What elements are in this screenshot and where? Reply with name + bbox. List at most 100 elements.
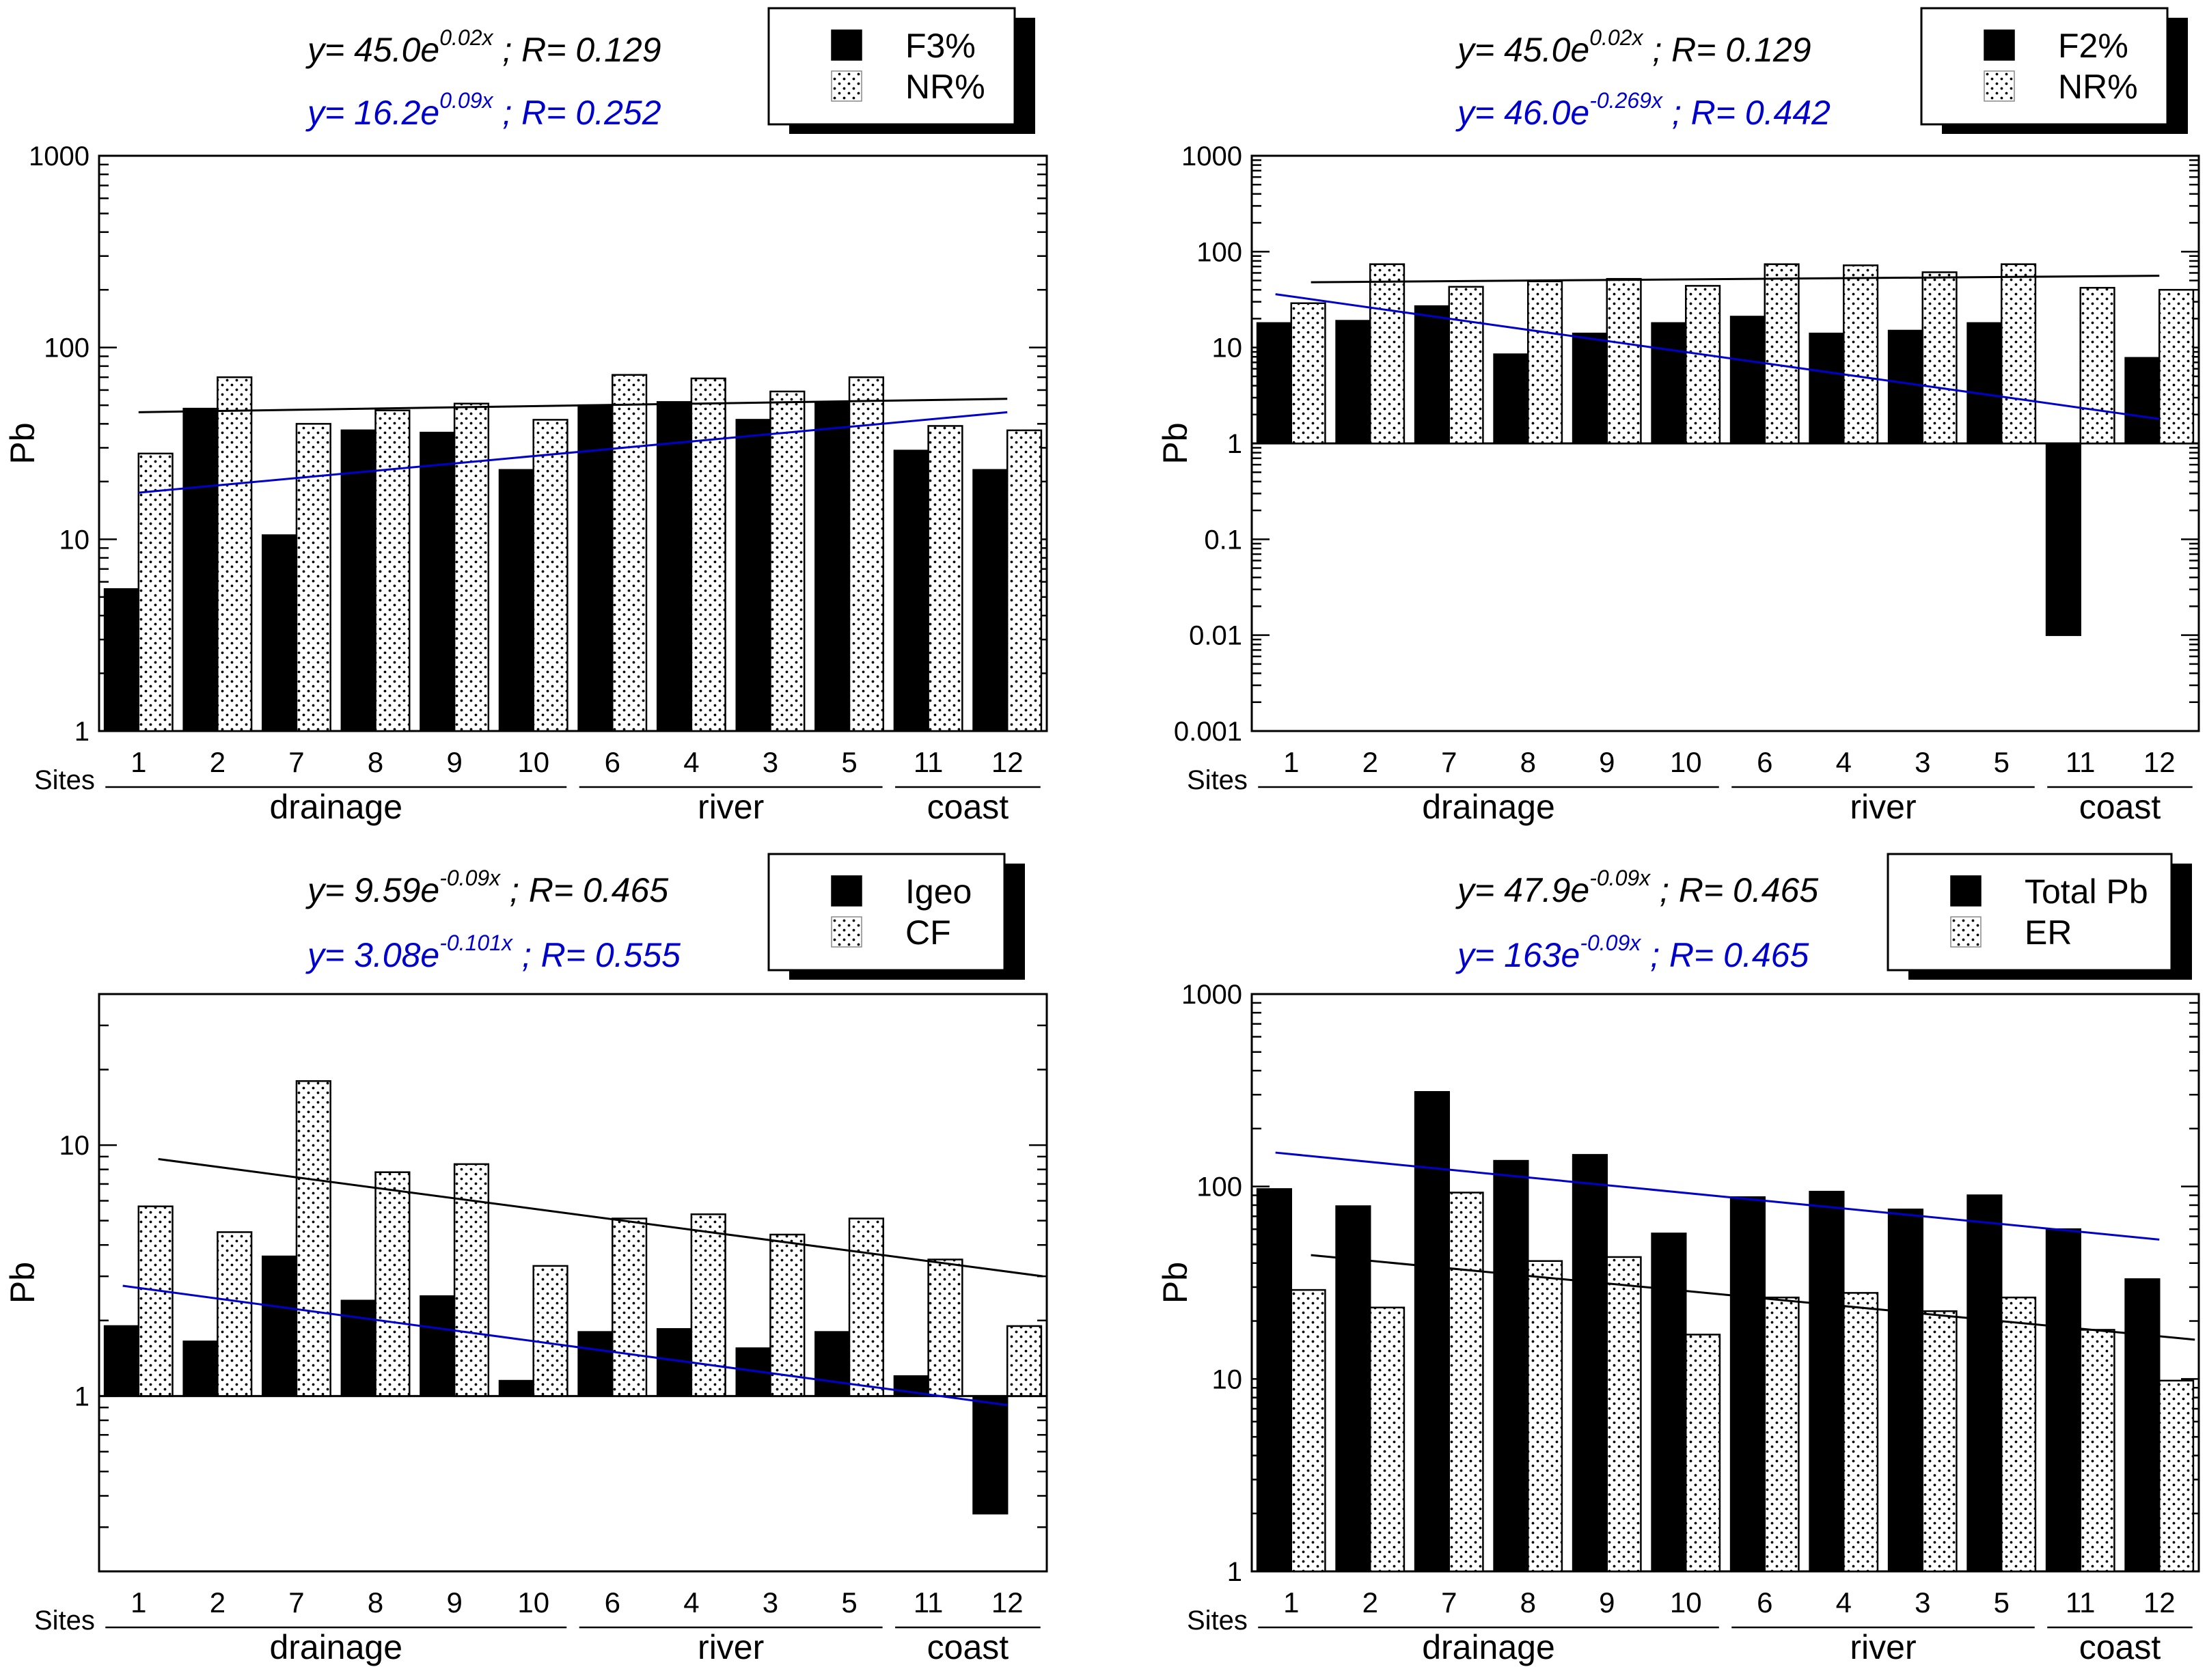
x-axis-prefix-label: Sites bbox=[1187, 1606, 1248, 1636]
bar-total-pb-5 bbox=[1966, 1194, 2003, 1573]
bar-nr--3 bbox=[1921, 271, 1958, 445]
equation-1: y= 47.9e-0.09x ; R= 0.465 bbox=[1455, 866, 1818, 909]
group-label-drainage: drainage bbox=[1422, 788, 1555, 826]
legend-label-1: Igeo bbox=[905, 872, 972, 911]
x-tick-label: 1 bbox=[131, 1586, 146, 1619]
y-tick-label: 10 bbox=[1212, 1364, 1243, 1394]
equation-1: y= 45.0e0.02x ; R= 0.129 bbox=[1455, 25, 1811, 69]
x-tick-label: 7 bbox=[1441, 1586, 1457, 1619]
bar-nr--9 bbox=[1606, 277, 1642, 445]
x-axis-prefix-label: Sites bbox=[34, 1606, 95, 1636]
group-label-river: river bbox=[1850, 788, 1916, 826]
equation-2: y= 3.08e-0.101x ; R= 0.555 bbox=[305, 931, 681, 974]
equation-2: y= 16.2e0.09x ; R= 0.252 bbox=[305, 88, 661, 132]
trendline-blue bbox=[1275, 293, 2160, 420]
x-tick-label: 7 bbox=[288, 1586, 304, 1619]
bar-cf-2 bbox=[217, 1231, 253, 1397]
bar-er-7 bbox=[1448, 1192, 1484, 1573]
x-tick-label: 11 bbox=[2066, 1586, 2096, 1619]
y-tick-label: 1000 bbox=[29, 141, 90, 171]
bar-cf-11 bbox=[927, 1258, 963, 1397]
bar-cf-5 bbox=[848, 1217, 884, 1397]
x-tick-label: 9 bbox=[1599, 746, 1615, 778]
trendline-black bbox=[138, 398, 1008, 413]
bar-f2--12 bbox=[2124, 357, 2161, 445]
trendline-blue bbox=[1275, 1151, 2160, 1241]
bar-er-3 bbox=[1921, 1310, 1958, 1573]
x-tick-label: 8 bbox=[368, 746, 383, 778]
bar-nr--4 bbox=[1843, 264, 1879, 445]
bar-nr--11 bbox=[927, 425, 963, 732]
x-tick-label: 11 bbox=[914, 1586, 944, 1619]
group-label-coast: coast bbox=[927, 788, 1009, 826]
group-label-river: river bbox=[698, 788, 764, 826]
legend: F2%NR% bbox=[1920, 7, 2188, 134]
bar-cf-7 bbox=[295, 1080, 331, 1397]
bar-f2--7 bbox=[1414, 305, 1450, 445]
bar-total-pb-7 bbox=[1414, 1091, 1450, 1573]
bar-cf-1 bbox=[137, 1205, 174, 1397]
x-tick-label: 5 bbox=[841, 1586, 857, 1619]
equation-1: y= 45.0e0.02x ; R= 0.129 bbox=[305, 25, 661, 69]
equation-2: y= 163e-0.09x ; R= 0.465 bbox=[1455, 931, 1809, 974]
x-tick-label: 9 bbox=[446, 1586, 462, 1619]
bar-f3--12 bbox=[972, 469, 1009, 732]
y-tick-label: 1 bbox=[1227, 429, 1242, 459]
bar-f2--11 bbox=[2045, 442, 2081, 636]
y-axis-label: Pb bbox=[1156, 1262, 1194, 1304]
bar-er-10 bbox=[1685, 1334, 1721, 1573]
bar-f3--2 bbox=[182, 407, 219, 732]
bar-total-pb-12 bbox=[2124, 1278, 2161, 1573]
x-tick-label: 8 bbox=[1520, 746, 1536, 778]
x-axis-prefix-label: Sites bbox=[1187, 765, 1248, 795]
bar-nr--6 bbox=[612, 374, 648, 732]
y-tick-label: 10 bbox=[1212, 333, 1243, 363]
bar-nr--5 bbox=[2001, 263, 2037, 445]
bar-er-9 bbox=[1606, 1256, 1642, 1573]
legend-label-1: F3% bbox=[905, 27, 976, 65]
x-tick-label: 3 bbox=[763, 746, 778, 778]
bar-igeo-12 bbox=[972, 1395, 1009, 1515]
bar-nr--4 bbox=[690, 377, 726, 732]
legend-label-1: F2% bbox=[2058, 27, 2128, 65]
bar-nr--12 bbox=[1006, 429, 1043, 732]
legend-swatch-1 bbox=[1950, 875, 1982, 907]
bar-igeo-2 bbox=[182, 1340, 219, 1397]
bar-total-pb-1 bbox=[1256, 1188, 1292, 1573]
bar-nr--1 bbox=[1290, 302, 1326, 445]
y-tick-label: 1000 bbox=[1181, 980, 1242, 1010]
x-tick-label: 7 bbox=[1441, 746, 1457, 778]
x-tick-label: 4 bbox=[1836, 1586, 1852, 1619]
x-tick-label: 2 bbox=[210, 1586, 225, 1619]
bar-total-pb-6 bbox=[1729, 1196, 1766, 1573]
bar-f3--4 bbox=[656, 401, 693, 732]
bar-total-pb-3 bbox=[1887, 1208, 1923, 1573]
y-tick-label: 100 bbox=[44, 333, 90, 363]
bar-nr--5 bbox=[848, 376, 884, 732]
x-tick-label: 6 bbox=[605, 1586, 620, 1619]
trendline-black bbox=[1311, 275, 2160, 284]
bar-f3--5 bbox=[814, 401, 851, 732]
bar-f2--5 bbox=[1966, 322, 2003, 445]
legend-swatch-2 bbox=[831, 70, 862, 102]
bar-er-8 bbox=[1527, 1260, 1563, 1573]
y-axis-label: Pb bbox=[1156, 422, 1194, 464]
legend-swatch-1 bbox=[831, 875, 862, 907]
y-tick-label: 1000 bbox=[1181, 141, 1242, 171]
bar-f2--3 bbox=[1887, 329, 1923, 445]
bar-nr--10 bbox=[1685, 285, 1721, 445]
bar-igeo-6 bbox=[577, 1331, 614, 1397]
bar-igeo-3 bbox=[735, 1347, 771, 1397]
x-tick-label: 3 bbox=[763, 1586, 778, 1619]
group-label-drainage: drainage bbox=[269, 1628, 402, 1666]
legend-box bbox=[767, 853, 1006, 972]
bar-er-1 bbox=[1290, 1289, 1326, 1573]
y-tick-label: 1 bbox=[1227, 1557, 1242, 1587]
y-axis-label: Pb bbox=[3, 1262, 42, 1304]
x-tick-label: 11 bbox=[914, 746, 944, 778]
x-tick-label: 12 bbox=[2143, 1586, 2176, 1619]
legend-box bbox=[767, 7, 1016, 126]
group-label-drainage: drainage bbox=[1422, 1628, 1555, 1666]
